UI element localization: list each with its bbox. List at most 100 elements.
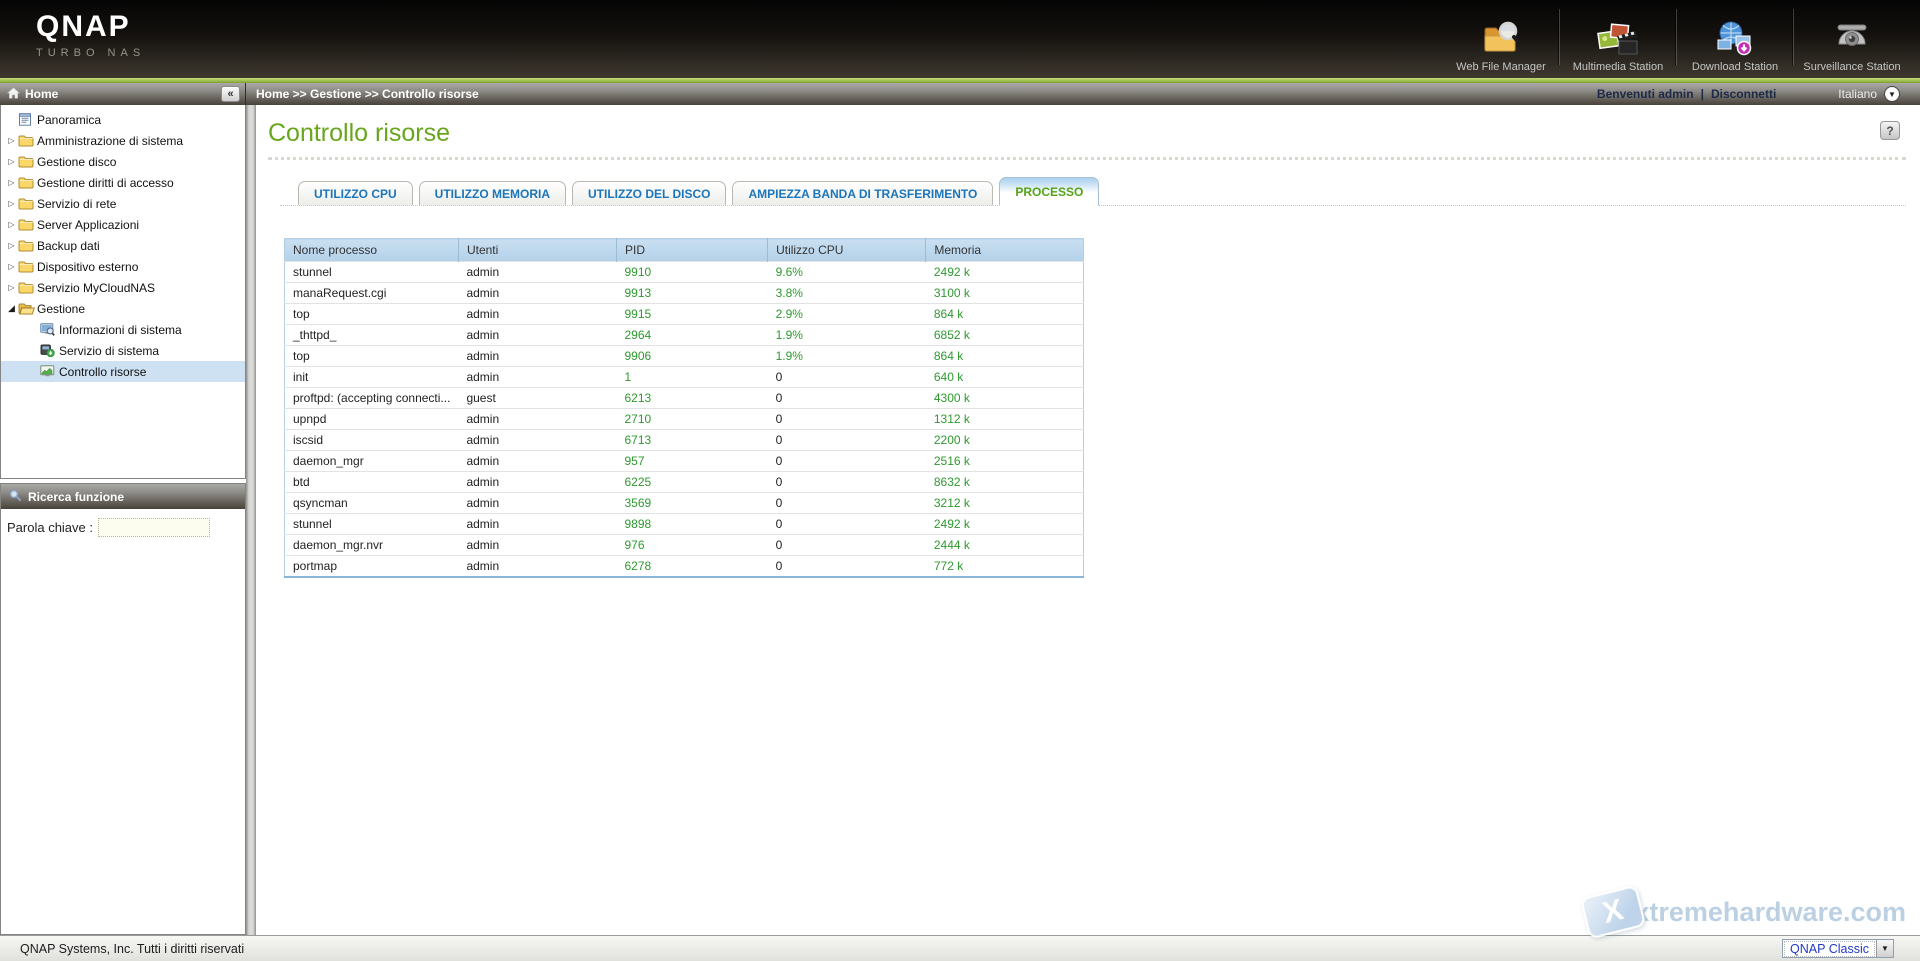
cell-pid: 9898 [616, 513, 768, 535]
cell-utenti: admin [458, 534, 617, 556]
collapse-sidebar-button[interactable]: « [221, 86, 240, 102]
station-multimedia-station[interactable]: Multimedia Station [1564, 19, 1672, 73]
body: Panoramica ▷ Amministrazione di sistema ▷ Ge… [0, 105, 1920, 935]
table-row[interactable]: top admin 9906 1.9% 864 k [284, 345, 1084, 367]
theme-select-value: QNAP Classic [1784, 940, 1875, 957]
tab-utilizzo-del-disco[interactable]: UTILIZZO DEL DISCO [572, 181, 727, 205]
tree-item-gestione-disco[interactable]: ▷ Gestione disco [1, 151, 245, 172]
tree-item-servizio-di-rete[interactable]: ▷ Servizio di rete [1, 193, 245, 214]
tree-item-gestione[interactable]: ◢ Gestione [1, 298, 245, 319]
station-surveillance-station[interactable]: Surveillance Station [1798, 19, 1906, 73]
cell-utilizzo-cpu: 0 [767, 387, 926, 409]
cell-utenti: admin [458, 429, 617, 451]
tree-expanded-arrow-icon[interactable]: ◢ [8, 303, 15, 313]
keyword-input[interactable] [98, 518, 210, 537]
tree-item-controllo-risorse[interactable]: Controllo risorse [1, 361, 245, 382]
folder-icon [18, 176, 37, 189]
welcome-area: Benvenuti admin | Disconnetti [1597, 87, 1776, 101]
station-web-file-manager[interactable]: Web File Manager [1447, 19, 1555, 73]
welcome-text: Benvenuti admin [1596, 87, 1694, 101]
cell-utilizzo-cpu: 9.6% [767, 261, 926, 283]
tree-collapsed-arrow-icon[interactable]: ▷ [8, 283, 15, 292]
web-file-manager-icon [1447, 19, 1555, 59]
table-row[interactable]: stunnel admin 9898 0 2492 k [284, 513, 1084, 535]
table-row[interactable]: _thttpd_ admin 2964 1.9% 6852 k [284, 324, 1084, 346]
cell-nome-processo: upnpd [284, 408, 459, 430]
tree-item-dispositivo-esterno[interactable]: ▷ Dispositivo esterno [1, 256, 245, 277]
tab-utilizzo-memoria[interactable]: UTILIZZO MEMORIA [418, 181, 566, 205]
tree-collapsed-arrow-icon[interactable]: ▷ [8, 199, 15, 208]
tree-collapsed-arrow-icon[interactable]: ▷ [8, 220, 15, 229]
tree-item-servizio-mycloudnas[interactable]: ▷ Servizio MyCloudNAS [1, 277, 245, 298]
tree-item-gestione-diritti-di-accesso[interactable]: ▷ Gestione diritti di accesso [1, 172, 245, 193]
tab-ampiezza-banda-di-trasferimento[interactable]: AMPIEZZA BANDA DI TRASFERIMENTO [732, 181, 994, 205]
cell-nome-processo: stunnel [284, 513, 459, 535]
table-row[interactable]: daemon_mgr admin 957 0 2516 k [284, 450, 1084, 472]
column-header-utilizzo-cpu[interactable]: Utilizzo CPU [767, 238, 926, 262]
logout-link[interactable]: Disconnetti [1710, 87, 1777, 101]
cell-nome-processo: proftpd: (accepting connecti... [284, 387, 459, 409]
chevron-down-icon[interactable]: ▼ [1884, 86, 1900, 102]
station-label: Multimedia Station [1572, 61, 1664, 73]
cell-utilizzo-cpu: 0 [767, 408, 926, 430]
multimedia-station-icon [1564, 19, 1672, 59]
tree-item-backup-dati[interactable]: ▷ Backup dati [1, 235, 245, 256]
tree-collapsed-arrow-icon[interactable]: ▷ [8, 241, 15, 250]
footer-bar: QNAP Systems, Inc. Tutti i diritti riser… [0, 935, 1920, 961]
document-icon [18, 113, 37, 126]
table-row[interactable]: top admin 9915 2.9% 864 k [284, 303, 1084, 325]
table-row[interactable]: stunnel admin 9910 9.6% 2492 k [284, 261, 1084, 283]
function-search-title: Ricerca funzione [28, 489, 125, 504]
table-row[interactable]: upnpd admin 2710 0 1312 k [284, 408, 1084, 430]
table-row[interactable]: daemon_mgr.nvr admin 976 0 2444 k [284, 534, 1084, 556]
language-selector[interactable]: Italiano ▼ [1838, 86, 1900, 102]
column-header-pid[interactable]: PID [615, 238, 768, 262]
cell-pid: 2964 [616, 324, 768, 346]
cell-utilizzo-cpu: 2.9% [767, 303, 926, 325]
tree-collapsed-arrow-icon[interactable]: ▷ [8, 136, 15, 145]
cell-utilizzo-cpu: 0 [767, 534, 926, 556]
table-row[interactable]: manaRequest.cgi admin 9913 3.8% 3100 k [284, 282, 1084, 304]
cell-nome-processo: iscsid [284, 429, 459, 451]
tree-item-servizio-di-sistema[interactable]: Servizio di sistema [1, 340, 245, 361]
column-header-nome-processo[interactable]: Nome processo [284, 238, 459, 262]
tree-item-label: Amministrazione di sistema [37, 133, 184, 148]
cell-nome-processo: manaRequest.cgi [284, 282, 459, 304]
help-button[interactable]: ? [1880, 121, 1900, 140]
theme-select[interactable]: QNAP Classic ▼ [1782, 939, 1894, 958]
tab-processo[interactable]: PROCESSO [999, 177, 1100, 206]
tree-item-amministrazione-di-sistema[interactable]: ▷ Amministrazione di sistema [1, 130, 245, 151]
tab-utilizzo-cpu[interactable]: UTILIZZO CPU [298, 181, 413, 205]
table-row[interactable]: btd admin 6225 0 8632 k [284, 471, 1084, 493]
cell-utenti: admin [458, 366, 617, 388]
navigation-tree: Panoramica ▷ Amministrazione di sistema ▷ Ge… [0, 105, 246, 479]
table-row[interactable]: init admin 1 0 640 k [284, 366, 1084, 388]
station-download-station[interactable]: Download Station [1681, 19, 1789, 73]
sidebar-splitter[interactable] [246, 105, 256, 935]
cell-memoria: 864 k [925, 345, 1084, 367]
table-row[interactable]: iscsid admin 6713 0 2200 k [284, 429, 1084, 451]
tree-item-label: Gestione disco [37, 154, 117, 169]
table-row[interactable]: proftpd: (accepting connecti... guest 6213… [284, 387, 1084, 409]
cell-memoria: 1312 k [925, 408, 1084, 430]
tree-collapsed-arrow-icon[interactable]: ▷ [8, 157, 15, 166]
column-header-utenti[interactable]: Utenti [457, 238, 617, 262]
folder-open-icon [18, 302, 37, 315]
table-row[interactable]: qsyncman admin 3569 0 3212 k [284, 492, 1084, 514]
folder-icon [18, 155, 37, 168]
select-arrow-icon[interactable]: ▼ [1876, 940, 1893, 957]
tree-item-server-applicazioni[interactable]: ▷ Server Applicazioni [1, 214, 245, 235]
tree-item-panoramica[interactable]: Panoramica [1, 109, 245, 130]
tree-collapsed-arrow-icon[interactable]: ▷ [8, 178, 15, 187]
folder-icon [18, 197, 37, 210]
surveillance-station-icon [1798, 19, 1906, 59]
tree-collapsed-arrow-icon[interactable]: ▷ [8, 262, 15, 271]
tree-item-label: Servizio di sistema [59, 343, 160, 358]
station-separator [1793, 8, 1794, 65]
cell-utilizzo-cpu: 0 [767, 450, 926, 472]
station-separator [1676, 8, 1677, 65]
tree-item-informazioni-di-sistema[interactable]: Informazioni di sistema [1, 319, 245, 340]
table-row[interactable]: portmap admin 6278 0 772 k [284, 555, 1084, 577]
column-header-memoria[interactable]: Memoria [925, 238, 1084, 262]
cell-utilizzo-cpu: 0 [767, 429, 926, 451]
